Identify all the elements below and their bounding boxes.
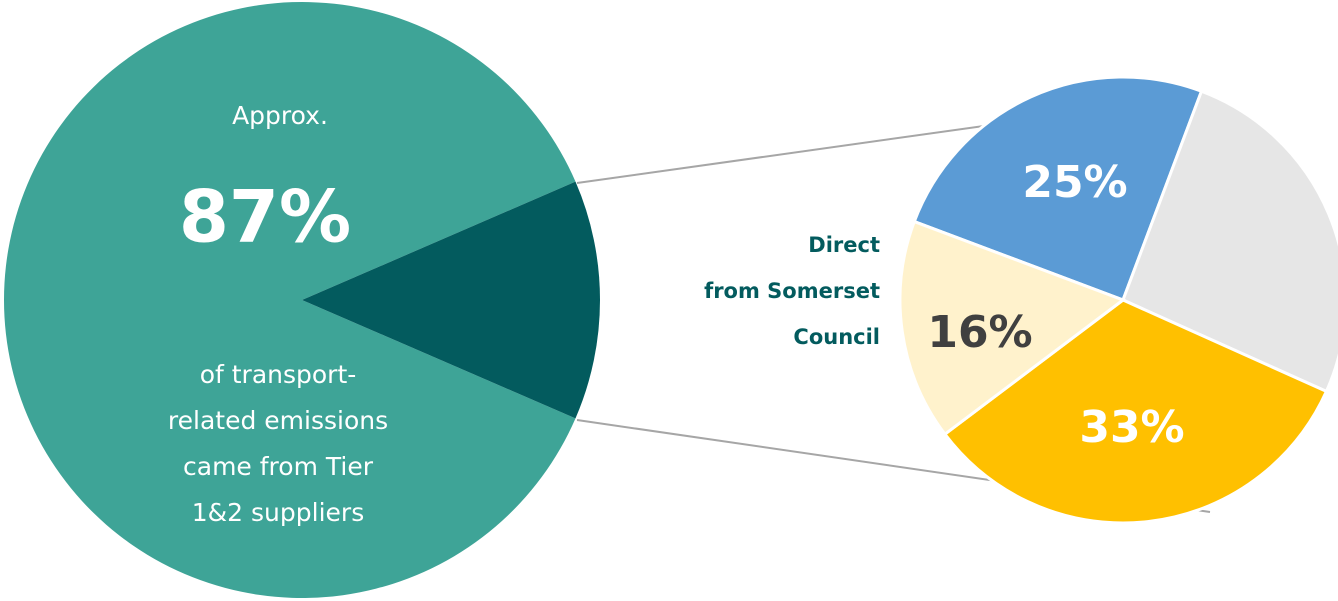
slice-label: 16%	[927, 307, 1032, 358]
slice-label: 33%	[1079, 402, 1184, 453]
slice-label: 87%	[179, 175, 351, 259]
pie-slice	[912, 75, 1204, 302]
annotation: related emissions	[168, 406, 388, 435]
pie-slice	[1121, 89, 1338, 394]
annotation: of transport-	[200, 360, 357, 389]
annotation: Direct	[808, 233, 880, 257]
annotation: came from Tier	[183, 452, 374, 481]
pie-slice	[302, 181, 600, 419]
pie-slice	[942, 298, 1329, 525]
slice-label: 25%	[1022, 157, 1127, 208]
annotation: 1&2 suppliers	[192, 498, 364, 527]
pie-slice	[898, 219, 1127, 437]
pie-slice	[4, 1, 576, 598]
annotation: Council	[793, 325, 880, 349]
annotation: Approx.	[232, 101, 328, 130]
annotation: from Somerset	[704, 279, 880, 303]
